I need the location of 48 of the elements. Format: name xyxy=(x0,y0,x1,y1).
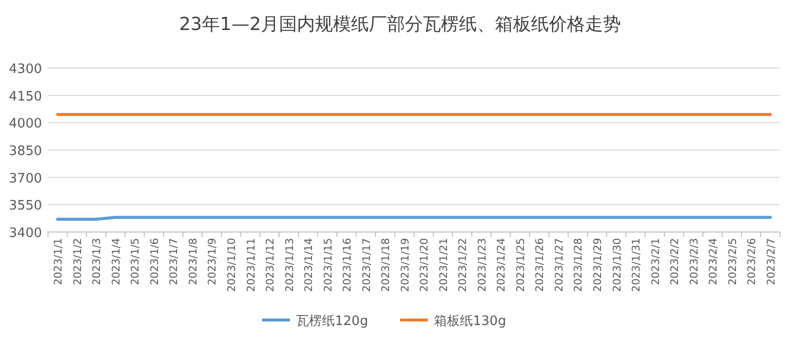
x-tick-label: 2023/1/20 xyxy=(418,238,431,292)
x-tick-label: 2023/1/13 xyxy=(284,238,296,292)
x-tick-label: 2023/1/17 xyxy=(360,238,373,292)
x-tick-label: 2023/1/11 xyxy=(245,238,258,292)
x-tick-label: 2023/2/7 xyxy=(765,238,778,286)
y-tick-label: 4300 xyxy=(8,62,42,77)
x-tick-label: 2023/1/19 xyxy=(399,238,412,292)
x-tick-label: 2023/1/24 xyxy=(496,238,508,292)
x-tick-label: 2023/2/3 xyxy=(688,238,700,286)
x-tick-label: 2023/1/6 xyxy=(148,238,161,286)
x-tick-label: 2023/1/4 xyxy=(110,238,122,286)
y-tick-label: 3400 xyxy=(8,226,42,241)
x-tick-label: 2023/1/15 xyxy=(322,238,334,292)
x-tick-label: 2023/1/3 xyxy=(91,238,104,286)
x-tick-label: 2023/1/22 xyxy=(457,238,470,292)
x-tick-label: 2023/1/1 xyxy=(52,238,65,286)
x-tick-label: 2023/1/12 xyxy=(264,238,277,292)
x-tick-label: 2023/1/2 xyxy=(72,238,84,286)
y-tick-label: 3550 xyxy=(8,198,42,214)
y-tick-label: 4150 xyxy=(8,89,42,104)
x-tick-label: 2023/1/23 xyxy=(476,238,488,292)
x-tick-label: 2023/1/29 xyxy=(592,238,604,292)
y-tick-label: 3850 xyxy=(8,144,42,159)
x-tick-label: 2023/1/28 xyxy=(572,238,585,292)
x-tick-label: 2023/1/10 xyxy=(226,238,238,292)
legend-label: 瓦楞纸120g xyxy=(296,314,368,329)
x-tick-label: 2023/2/4 xyxy=(708,238,720,286)
x-tick-label: 2023/1/31 xyxy=(630,238,643,292)
x-tick-label: 2023/1/25 xyxy=(514,238,527,292)
x-tick-label: 2023/2/1 xyxy=(650,238,662,286)
x-tick-label: 2023/2/2 xyxy=(669,238,682,286)
legend-label: 箱板纸130g xyxy=(434,314,506,329)
x-tick-label: 2023/1/8 xyxy=(187,238,200,286)
x-tick-label: 2023/1/18 xyxy=(380,238,392,292)
y-tick-label: 4000 xyxy=(8,116,42,132)
x-tick-label: 2023/1/7 xyxy=(168,238,180,286)
x-tick-label: 2023/1/26 xyxy=(534,238,546,292)
x-tick-label: 2023/1/30 xyxy=(611,238,624,292)
x-tick-label: 2023/2/5 xyxy=(726,238,739,286)
x-tick-label: 2023/1/9 xyxy=(206,238,219,286)
x-tick-label: 2023/1/27 xyxy=(553,238,566,292)
x-tick-label: 2023/1/14 xyxy=(303,238,316,292)
x-tick-label: 2023/1/16 xyxy=(342,238,354,292)
y-tick-label: 3700 xyxy=(8,171,42,186)
x-tick-label: 2023/2/6 xyxy=(746,238,758,286)
x-tick-label: 2023/1/21 xyxy=(438,238,450,292)
chart-title: 23年1—2月国内规模纸厂部分瓦楞纸、箱板纸价格走势 xyxy=(179,14,621,35)
x-tick-label: 2023/1/5 xyxy=(130,238,142,286)
